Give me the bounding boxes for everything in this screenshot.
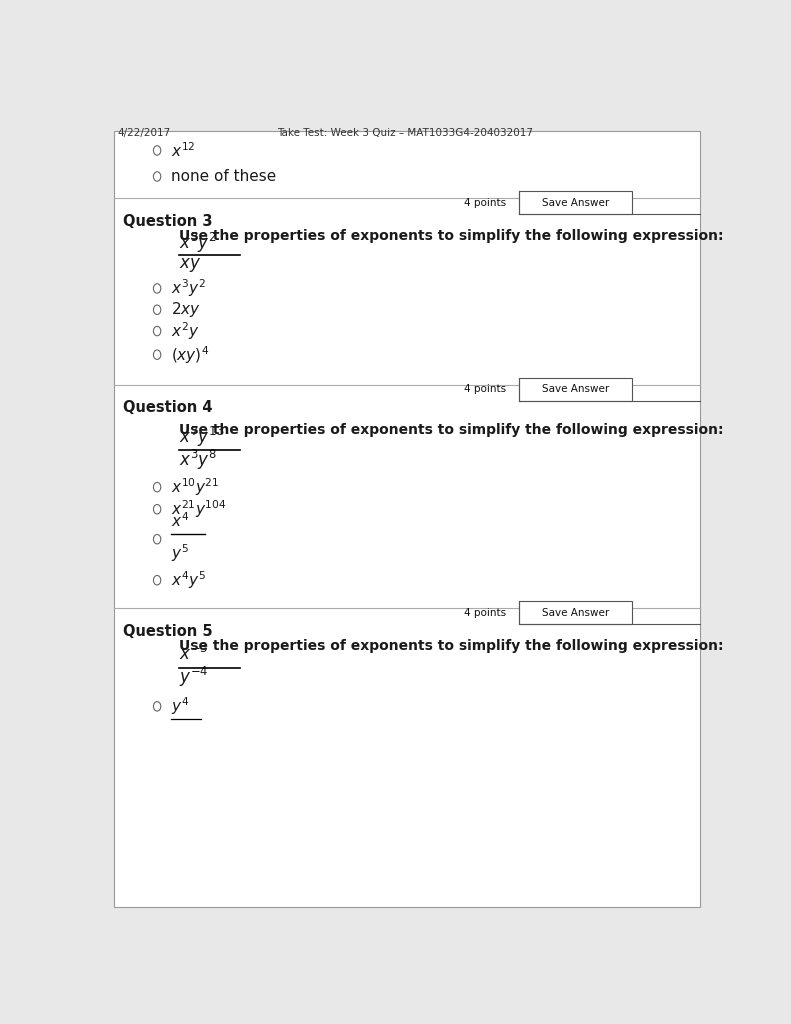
Text: Save Answer: Save Answer: [542, 607, 609, 617]
Text: $x^{-3}$: $x^{-3}$: [179, 644, 208, 665]
Text: $xy$: $xy$: [179, 256, 201, 273]
Text: $x^7y^{13}$: $x^7y^{13}$: [179, 425, 224, 449]
FancyBboxPatch shape: [519, 190, 632, 214]
Text: $y^4$: $y^4$: [171, 695, 190, 717]
Text: $x^4y^5$: $x^4y^5$: [171, 569, 206, 591]
Text: $x^3y^2$: $x^3y^2$: [171, 278, 206, 299]
Text: $(xy)^4$: $(xy)^4$: [171, 344, 210, 366]
Text: $2xy$: $2xy$: [171, 300, 201, 319]
Text: $x^{21}y^{104}$: $x^{21}y^{104}$: [171, 499, 227, 520]
Text: none of these: none of these: [171, 169, 277, 184]
Text: Take Test: Week 3 Quiz – MAT1033G4-204032017: Take Test: Week 3 Quiz – MAT1033G4-20403…: [278, 128, 533, 138]
Text: $y^5$: $y^5$: [171, 543, 189, 564]
Text: $x^{12}$: $x^{12}$: [171, 141, 196, 160]
FancyBboxPatch shape: [114, 131, 700, 907]
Text: $x^3y^2$: $x^3y^2$: [179, 230, 217, 255]
Text: Question 4: Question 4: [123, 400, 213, 416]
Text: $x^4$: $x^4$: [171, 511, 190, 529]
Text: $y^{-4}$: $y^{-4}$: [179, 666, 208, 689]
Text: $x^{10}y^{21}$: $x^{10}y^{21}$: [171, 476, 220, 498]
Text: $x^3y^8$: $x^3y^8$: [179, 449, 217, 472]
Text: $x^2y$: $x^2y$: [171, 321, 200, 342]
Text: 4 points: 4 points: [464, 384, 506, 394]
FancyBboxPatch shape: [519, 378, 632, 401]
Text: Use the properties of exponents to simplify the following expression:: Use the properties of exponents to simpl…: [179, 423, 723, 436]
Text: Question 5: Question 5: [123, 624, 213, 639]
Text: Save Answer: Save Answer: [542, 198, 609, 208]
Text: Save Answer: Save Answer: [542, 384, 609, 394]
Text: Question 3: Question 3: [123, 214, 213, 228]
Text: 4 points: 4 points: [464, 198, 506, 208]
Text: Use the properties of exponents to simplify the following expression:: Use the properties of exponents to simpl…: [179, 229, 723, 244]
Text: 4/22/2017: 4/22/2017: [117, 128, 171, 138]
FancyBboxPatch shape: [519, 601, 632, 625]
Text: 4 points: 4 points: [464, 607, 506, 617]
Text: Use the properties of exponents to simplify the following expression:: Use the properties of exponents to simpl…: [179, 639, 723, 653]
